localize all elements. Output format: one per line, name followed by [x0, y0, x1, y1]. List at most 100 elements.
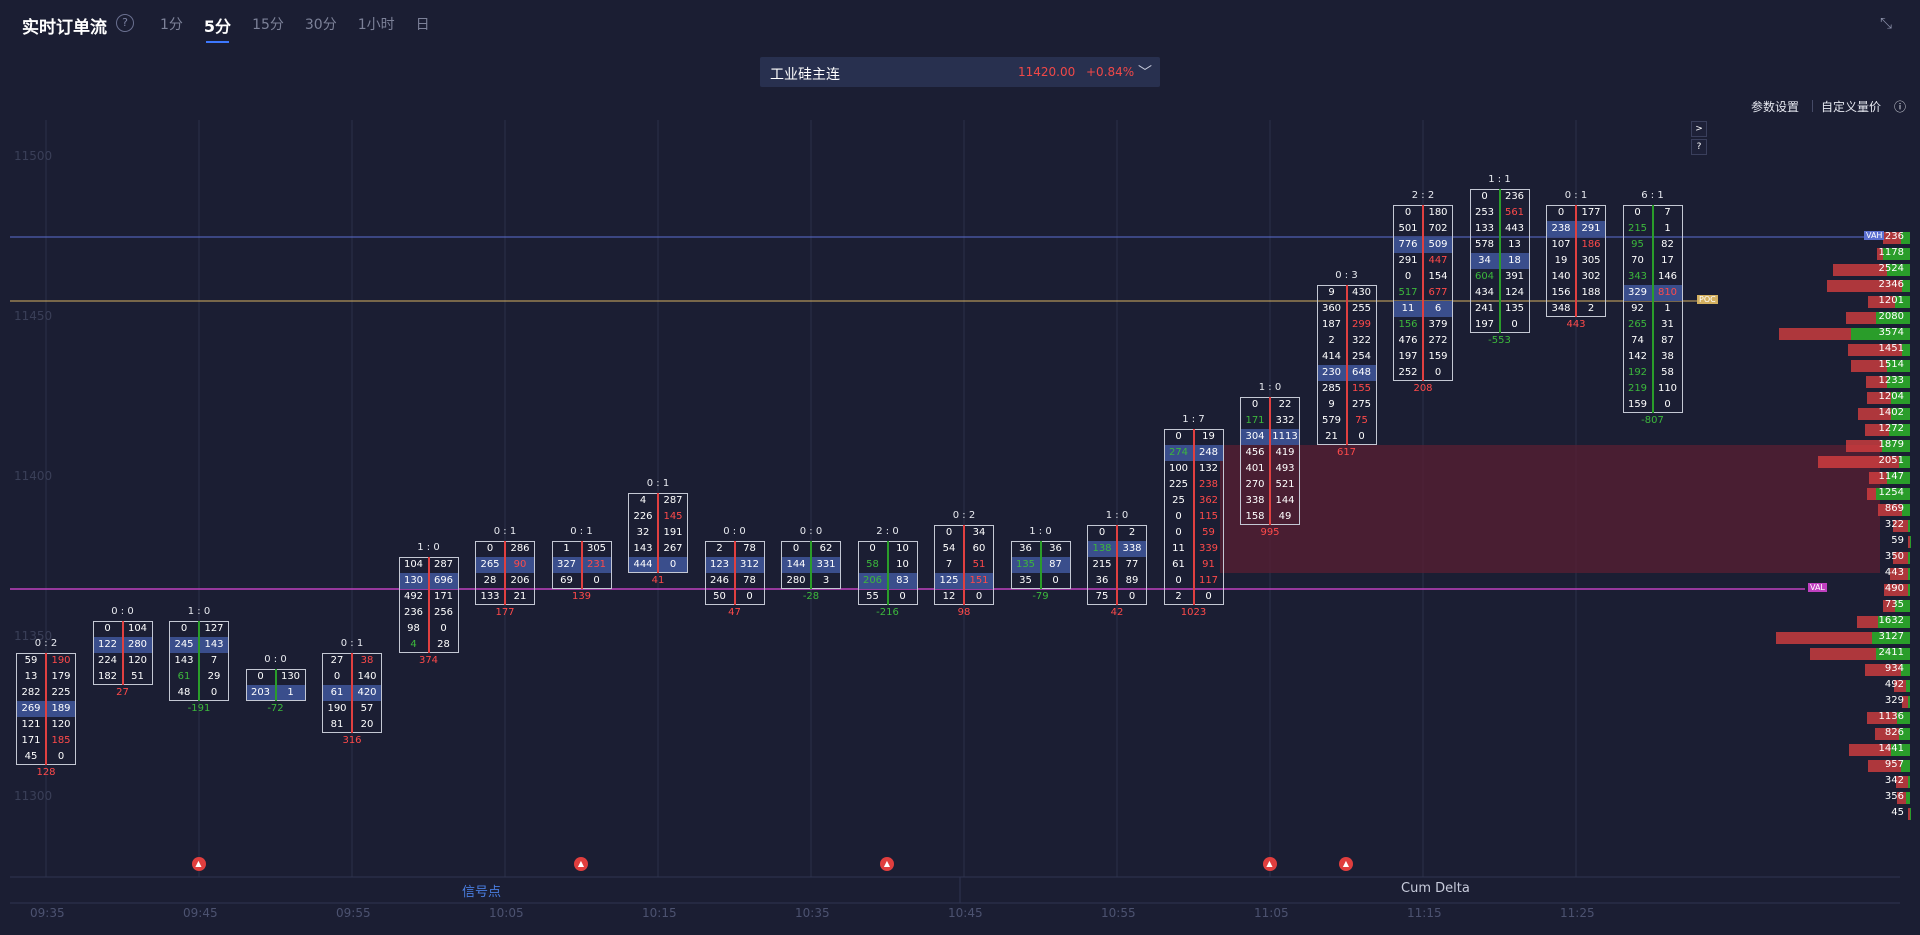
- profile-sell-bar: [1902, 696, 1909, 708]
- tab-1min[interactable]: 1分: [160, 17, 183, 33]
- candle-imbalance-count: 1 : 0: [1105, 510, 1129, 521]
- ask-volume-cell: 58: [1661, 367, 1674, 378]
- profile-sell-bar: [1845, 440, 1882, 452]
- ask-volume-cell: 89: [1125, 575, 1139, 586]
- profile-volume-label: 826: [1884, 727, 1904, 738]
- ask-volume-cell: 231: [586, 559, 607, 570]
- ask-volume-cell: 29: [207, 671, 221, 682]
- signal-marker-icon[interactable]: ▲: [880, 857, 894, 871]
- ask-volume-cell: 7: [210, 655, 218, 666]
- profile-volume-label: 236: [1884, 231, 1904, 242]
- tab-15min[interactable]: 15分: [252, 17, 284, 33]
- collapse-icon[interactable]: ⤡: [1880, 14, 1893, 32]
- ask-volume-cell: 90: [513, 559, 527, 570]
- bid-volume-cell: 236: [403, 607, 424, 618]
- ask-volume-cell: 130: [280, 671, 301, 682]
- ask-volume-cell: 648: [1351, 367, 1372, 378]
- ask-volume-cell: 521: [1275, 479, 1295, 490]
- signal-marker-icon[interactable]: ▲: [1262, 857, 1277, 871]
- profile-buy-bar: [1906, 792, 1910, 804]
- profile-buy-bar: [1896, 712, 1910, 724]
- profile-buy-bar: [1877, 616, 1910, 628]
- ask-volume-cell: 78: [743, 575, 756, 586]
- bid-volume-cell: 130: [403, 575, 424, 586]
- profile-sell-bar: [1882, 232, 1901, 244]
- timeframe-tabs: 1分 5分 15分 30分 1小时 日: [160, 13, 451, 43]
- profile-buy-bar: [1900, 760, 1910, 772]
- ask-volume-cell: 0: [975, 591, 983, 602]
- signal-marker-icon[interactable]: ▲: [191, 857, 206, 871]
- tab-day[interactable]: 日: [415, 17, 430, 33]
- ask-volume-cell: 677: [1428, 287, 1448, 298]
- bid-volume-cell: 122: [97, 639, 118, 650]
- ask-volume-cell: 124: [1504, 287, 1525, 298]
- ask-volume-cell: 38: [1661, 351, 1674, 362]
- ask-volume-cell: 206: [510, 575, 530, 586]
- bid-volume-cell: 159: [1627, 399, 1648, 410]
- bid-volume-cell: 215: [1092, 559, 1112, 570]
- bid-volume-cell: 0: [945, 527, 953, 538]
- symbol-selector[interactable]: 工业硅主连 11420.00 +0.84% ﹀: [760, 57, 1160, 87]
- ask-volume-cell: 0: [210, 687, 218, 698]
- ask-volume-cell: 0: [1358, 431, 1365, 442]
- candle-delta: -79: [1032, 591, 1049, 602]
- bid-volume-cell: 226: [633, 511, 653, 522]
- candle-body-line: [198, 621, 200, 701]
- x-tick-label: 11:05: [1254, 906, 1289, 920]
- candle-body-line: [1269, 397, 1271, 525]
- bid-volume-cell: 70: [1631, 255, 1644, 266]
- ask-volume-cell: 13: [1508, 239, 1521, 250]
- tab-30min[interactable]: 30分: [304, 17, 337, 33]
- profile-sell-bar: [1845, 312, 1876, 324]
- ask-volume-cell: 135: [1504, 303, 1525, 314]
- ask-volume-cell: 180: [1428, 207, 1448, 218]
- help-icon[interactable]: ?: [116, 14, 134, 32]
- ask-volume-cell: 7: [1664, 207, 1671, 218]
- bid-volume-cell: 34: [1478, 255, 1491, 266]
- expand-icon[interactable]: >: [1691, 121, 1707, 137]
- ask-volume-cell: 145: [663, 511, 683, 522]
- profile-sell-bar: [1869, 472, 1888, 484]
- chevron-down-icon[interactable]: ﹀: [1138, 65, 1152, 81]
- bid-volume-cell: 579: [1321, 415, 1342, 426]
- ask-volume-cell: 10: [896, 559, 909, 570]
- profile-sell-bar: [1884, 584, 1909, 596]
- candle-delta: 41: [651, 575, 665, 586]
- candle-imbalance-count: 0 : 1: [1564, 190, 1588, 201]
- params-settings-button[interactable]: 参数设置: [1751, 100, 1800, 114]
- bid-volume-cell: 142: [1627, 351, 1648, 362]
- ask-volume-cell: 77: [1125, 559, 1139, 570]
- tab-5min[interactable]: 5分: [204, 13, 231, 43]
- chart-help-icon[interactable]: ?: [1691, 139, 1707, 155]
- candle-body-line: [1575, 205, 1577, 317]
- candle-delta: 128: [36, 767, 56, 778]
- bid-volume-cell: 25: [1172, 495, 1185, 506]
- tab-1hour[interactable]: 1小时: [357, 17, 395, 33]
- ask-volume-cell: 6: [1434, 303, 1442, 314]
- bid-volume-cell: 4: [639, 495, 647, 506]
- signal-marker-icon[interactable]: ▲: [1339, 857, 1353, 871]
- ask-volume-cell: 0: [899, 591, 906, 602]
- info-icon[interactable]: ⓘ: [1894, 100, 1907, 114]
- y-tick-label: 11500: [14, 149, 53, 163]
- bid-volume-cell: 0: [1175, 431, 1182, 442]
- ask-volume-cell: 2: [1587, 303, 1595, 314]
- candle-imbalance-count: 2 : 2: [1411, 190, 1435, 201]
- ask-volume-cell: 0: [1511, 319, 1518, 330]
- candle-imbalance-count: 0 : 2: [34, 638, 58, 649]
- bid-volume-cell: 135: [1015, 559, 1036, 570]
- bid-volume-cell: 2: [1328, 335, 1335, 346]
- profile-buy-bar: [1889, 424, 1910, 436]
- bid-volume-cell: 0: [180, 623, 188, 634]
- bid-volume-cell: 2: [1175, 591, 1182, 602]
- candle-delta: 177: [495, 607, 515, 618]
- custom-price-button[interactable]: 自定义量价: [1821, 100, 1882, 114]
- profile-sell-bar: [1874, 728, 1899, 740]
- bid-volume-cell: 282: [21, 687, 41, 698]
- bid-volume-cell: 9: [1328, 399, 1335, 410]
- profile-buy-bar: [1908, 520, 1910, 532]
- signal-marker-icon[interactable]: ▲: [574, 857, 588, 871]
- bid-volume-cell: 158: [1245, 511, 1265, 522]
- candle-imbalance-count: 1 : 1: [1488, 174, 1511, 185]
